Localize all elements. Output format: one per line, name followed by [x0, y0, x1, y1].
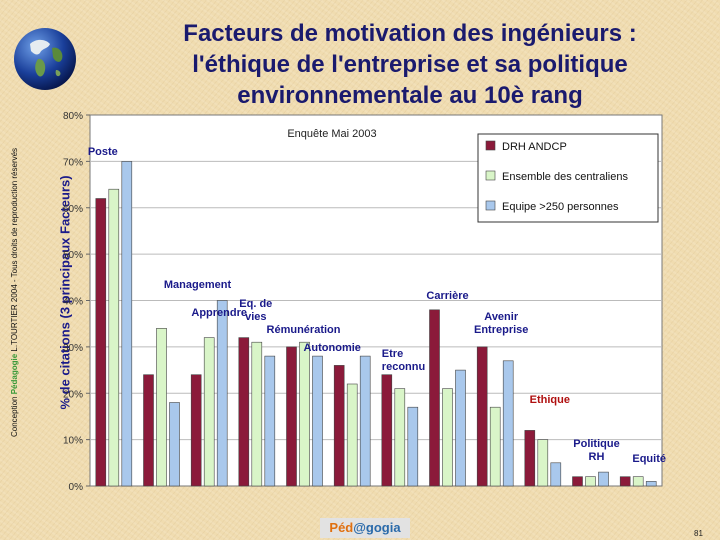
bar	[121, 161, 133, 487]
y-tick-label: 70%	[63, 157, 83, 168]
footer-brand-part2: @gogia	[353, 520, 401, 535]
category-label: Carrière	[426, 290, 468, 302]
category-label: Politique RH	[573, 438, 619, 463]
bar	[203, 337, 215, 487]
bar	[216, 300, 228, 487]
y-tick-label: 10%	[63, 436, 83, 447]
bar	[476, 346, 488, 487]
category-label: Management	[164, 279, 232, 291]
bar	[381, 374, 393, 487]
slide-title: Facteurs de motivation des ingénieurs : …	[183, 20, 637, 109]
bar	[312, 355, 323, 487]
legend-label: Equipe >250 personnes	[502, 201, 619, 213]
category-label: Apprendre	[191, 307, 247, 319]
bar	[299, 341, 310, 487]
footer-brand: Péd@gogia	[320, 518, 410, 538]
y-tick-label: 0%	[69, 482, 84, 493]
legend-swatch	[485, 200, 496, 211]
page-number: 81	[694, 529, 703, 538]
bar	[489, 406, 501, 487]
legend-label: Ensemble des centraliens	[502, 171, 628, 183]
legend-swatch	[485, 170, 496, 181]
bar	[394, 388, 406, 487]
bar	[455, 369, 466, 487]
y-tick-label: 50%	[63, 250, 83, 261]
bar	[619, 476, 631, 487]
bar	[264, 355, 276, 487]
category-label: Poste	[88, 146, 118, 158]
category-label: Ethique	[530, 394, 570, 406]
chart-subtitle: Enquête Mai 2003	[287, 128, 376, 140]
y-tick-label: 20%	[63, 389, 83, 400]
category-label: Rémunération	[267, 324, 341, 336]
bar	[286, 346, 297, 487]
bar	[333, 365, 345, 487]
bar	[108, 188, 120, 487]
bar	[524, 430, 536, 487]
bar	[550, 462, 562, 487]
globe-icon	[14, 28, 76, 90]
category-label: Avenir Entreprise	[474, 311, 528, 336]
category-label: Autonomie	[303, 342, 360, 354]
bar	[190, 374, 202, 487]
legend-label: DRH ANDCP	[502, 141, 567, 153]
bar	[238, 337, 250, 487]
bar	[632, 476, 644, 487]
bar	[537, 439, 549, 487]
bar	[359, 355, 371, 487]
bar	[346, 383, 358, 487]
bar	[156, 327, 167, 487]
bar	[169, 402, 180, 487]
category-label: Etre reconnu	[382, 348, 425, 373]
chart-bars	[95, 161, 657, 487]
bar	[143, 374, 154, 487]
y-tick-label: 80%	[63, 111, 83, 122]
y-tick-label: 40%	[63, 297, 83, 308]
legend-box	[477, 133, 659, 223]
bar	[598, 471, 609, 487]
bar	[95, 198, 107, 487]
bar	[442, 388, 453, 487]
y-tick-label: 60%	[63, 204, 83, 215]
bar	[407, 406, 419, 487]
bar	[645, 481, 657, 487]
bar	[585, 476, 596, 487]
y-tick-label: 30%	[63, 343, 83, 354]
bar	[572, 476, 583, 487]
legend-swatch	[485, 140, 496, 151]
bar	[502, 360, 514, 487]
chart-legend: DRH ANDCP Ensemble des centraliens Equipe …	[477, 133, 659, 223]
footer-brand-part1: Péd	[329, 520, 354, 535]
bar	[251, 341, 263, 487]
bar	[429, 309, 440, 487]
category-label: Eq. de vies	[239, 298, 272, 323]
category-label: Equité	[632, 453, 666, 465]
